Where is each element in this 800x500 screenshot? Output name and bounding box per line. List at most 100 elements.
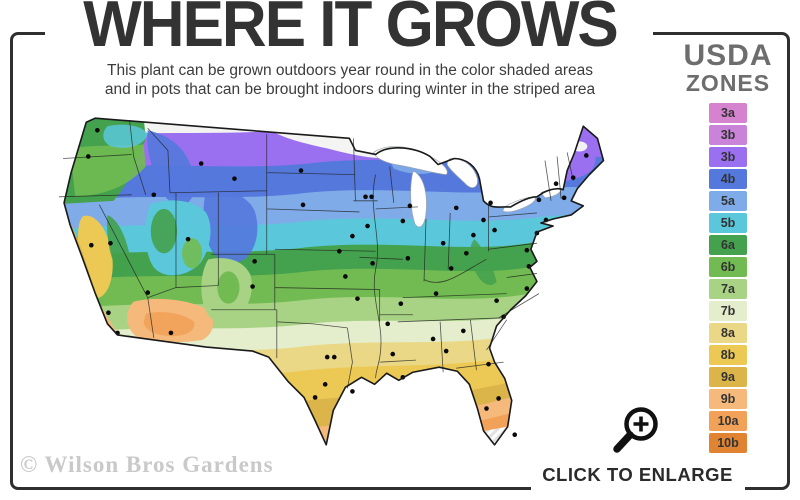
city-dot [481, 217, 486, 223]
city-dot [471, 232, 476, 238]
legend-swatch-column: 3a 3b 3b 4b 5a 5b 6a 6b 7a 7b 8a 8b 9a 9b 10a 10b [674, 103, 782, 453]
city-dot [151, 192, 157, 198]
city-dot [561, 195, 567, 201]
city-dot [453, 205, 459, 211]
city-dot [440, 240, 446, 246]
city-dot [400, 218, 406, 224]
zone-label: 6b [720, 260, 736, 274]
zone-label: 4b [720, 172, 736, 186]
zone-swatch-5a: 5a [709, 191, 747, 211]
subtitle-line-2: and in pots that can be brought indoors … [104, 81, 596, 98]
city-dot [363, 194, 368, 200]
frame-gap-bottom [531, 479, 745, 492]
zone-swatch-8b: 8b [709, 345, 747, 365]
city-dot [168, 330, 174, 336]
city-dot [331, 354, 337, 360]
city-dot [570, 175, 576, 180]
zone-label: 3a [721, 106, 735, 120]
city-dot [298, 168, 304, 173]
city-dot [198, 161, 204, 166]
city-dot [553, 181, 559, 187]
zone-label: 7b [720, 304, 736, 318]
zone-label: 5b [720, 216, 736, 230]
city-dot [232, 176, 237, 181]
city-dot [461, 328, 466, 334]
zone-label: 9b [720, 392, 736, 406]
usda-zones-legend: USDA ZONES 3a 3b 3b 4b 5a 5b 6a 6b 7a 7b 8a 8b 9a 9b 1… [674, 40, 782, 455]
city-dot [464, 250, 469, 256]
city-dot [250, 284, 255, 289]
city-dot [350, 233, 355, 239]
city-dot [300, 202, 306, 208]
city-dot [365, 223, 370, 229]
state-border-lines [59, 120, 574, 389]
city-dot [95, 127, 100, 133]
zone-swatch-5b: 5b [709, 213, 747, 233]
city-dot [430, 336, 436, 342]
zone-label: 10b [717, 436, 739, 450]
zone-swatch-3b: 3b [709, 147, 747, 167]
zone-swatch-7a: 7a [709, 279, 747, 299]
zone-label: 8a [721, 326, 735, 340]
click-to-enlarge-control[interactable]: CLICK TO ENLARGE [515, 400, 760, 492]
zone-swatch-6a: 6a [709, 235, 747, 255]
zone-swatch-3a: 3a [709, 103, 747, 123]
city-dot [185, 236, 191, 242]
subtitle: This plant can be grown outdoors year ro… [20, 61, 680, 99]
us-hardiness-zone-map[interactable] [55, 108, 670, 456]
zone-label: 3b [720, 150, 736, 164]
city-dot [524, 286, 530, 291]
city-dot [88, 242, 94, 248]
zone-swatch-8a: 8a [709, 323, 747, 343]
great-lakes [373, 146, 562, 228]
city-dot [433, 291, 439, 296]
city-dot [405, 255, 411, 261]
city-dot [390, 351, 396, 357]
city-dot [343, 274, 348, 279]
city-dot [484, 406, 489, 411]
city-dots [85, 127, 589, 438]
legend-title-zones: ZONES [685, 70, 771, 96]
city-dot [443, 348, 449, 354]
city-dot [370, 261, 375, 266]
zone-swatch-4b: 4b [709, 169, 747, 189]
zone-swatch-3b: 3b [709, 125, 747, 145]
zone-label: 9a [721, 370, 735, 384]
city-dot [448, 266, 454, 271]
zone-swatch-10a: 10a [709, 411, 747, 431]
watermark: © Wilson Bros Gardens [20, 452, 274, 477]
city-dot [492, 227, 497, 233]
click-to-enlarge-label[interactable]: CLICK TO ENLARGE [542, 464, 733, 485]
city-dot [584, 153, 589, 158]
zone-label: 7a [721, 282, 735, 296]
city-dot [524, 247, 530, 253]
subtitle-line-1: This plant can be grown outdoors year ro… [107, 62, 593, 79]
city-dot [350, 389, 355, 394]
city-dot [336, 248, 342, 254]
city-dot [407, 203, 413, 209]
city-dot [145, 290, 151, 295]
city-dot [108, 240, 113, 246]
city-dot [385, 321, 391, 327]
city-dot [355, 296, 360, 301]
zone-swatch-9a: 9a [709, 367, 747, 387]
city-dot [496, 396, 501, 401]
city-dot [488, 200, 493, 206]
city-dot [512, 432, 518, 438]
zone-label: 10a [717, 414, 739, 428]
zone-label: 3b [720, 128, 736, 142]
us-map-svg [59, 117, 605, 446]
zone-label: 8b [720, 348, 736, 362]
city-dot [322, 382, 328, 387]
frame-gap-top [45, 26, 653, 39]
zone-label: 5a [721, 194, 735, 208]
page-title: WHERE IT GROWS [83, 0, 618, 61]
magnifier-plus-icon[interactable] [603, 402, 669, 462]
zone-swatch-7b: 7b [709, 301, 747, 321]
zone-swatch-9b: 9b [709, 389, 747, 409]
zone-swatch-10b: 10b [709, 433, 747, 453]
city-dot [398, 301, 404, 306]
legend-title-usda: USDA [683, 39, 773, 72]
city-dot [252, 259, 257, 264]
